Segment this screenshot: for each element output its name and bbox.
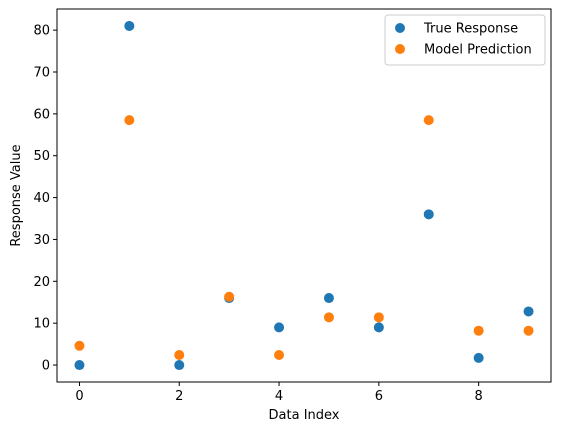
point-series-1-index-5 [323, 312, 334, 323]
point-series-0-index-2 [174, 360, 185, 371]
plot-area-frame [56, 8, 552, 383]
legend-marker-true-response [395, 23, 405, 33]
point-series-0-index-0 [74, 360, 85, 371]
y-tick-label-10: 10 [33, 317, 50, 332]
point-series-1-index-8 [473, 325, 484, 336]
y-tick-label-0: 0 [42, 359, 50, 374]
x-tick-label-8: 8 [475, 389, 483, 404]
point-series-0-index-9 [523, 306, 534, 317]
y-tick-label-70: 70 [33, 66, 50, 81]
point-series-0-index-6 [373, 322, 384, 333]
y-tick-label-80: 80 [33, 24, 50, 39]
legend: True Response Model Prediction [384, 14, 546, 66]
point-series-1-index-0 [74, 340, 85, 351]
point-series-1-index-9 [523, 325, 534, 336]
x-tick-label-6: 6 [375, 389, 383, 404]
point-series-0-index-7 [423, 209, 434, 220]
point-series-1-index-1 [124, 115, 135, 126]
point-series-1-index-6 [373, 312, 384, 323]
x-axis-label: Data Index [269, 408, 340, 423]
point-series-0-index-1 [124, 20, 135, 31]
x-tick-label-4: 4 [275, 389, 283, 404]
y-tick-label-60: 60 [33, 107, 50, 122]
point-series-1-index-2 [174, 350, 185, 360]
y-tick-label-40: 40 [33, 191, 50, 206]
y-axis-ticks: 0 10 20 30 40 50 60 70 80 [33, 24, 57, 374]
legend-label-true-response: True Response [423, 22, 518, 37]
point-series-1-index-3 [224, 291, 235, 302]
x-axis-ticks: 0 2 4 6 8 [75, 382, 483, 404]
point-series-0-index-4 [274, 322, 285, 333]
legend-box [384, 14, 546, 66]
data-points [74, 20, 534, 371]
y-tick-label-50: 50 [33, 149, 50, 164]
x-tick-label-2: 2 [175, 389, 183, 404]
y-tick-label-20: 20 [33, 275, 50, 290]
legend-label-model-prediction: Model Prediction [424, 43, 532, 58]
x-tick-label-0: 0 [75, 389, 83, 404]
y-axis-label: Response Value [9, 144, 24, 246]
legend-marker-model-prediction [395, 44, 405, 54]
point-series-0-index-8 [473, 352, 484, 363]
point-series-1-index-7 [423, 115, 434, 126]
point-series-0-index-5 [323, 293, 334, 304]
point-series-1-index-4 [274, 350, 285, 360]
y-tick-label-30: 30 [33, 233, 50, 248]
